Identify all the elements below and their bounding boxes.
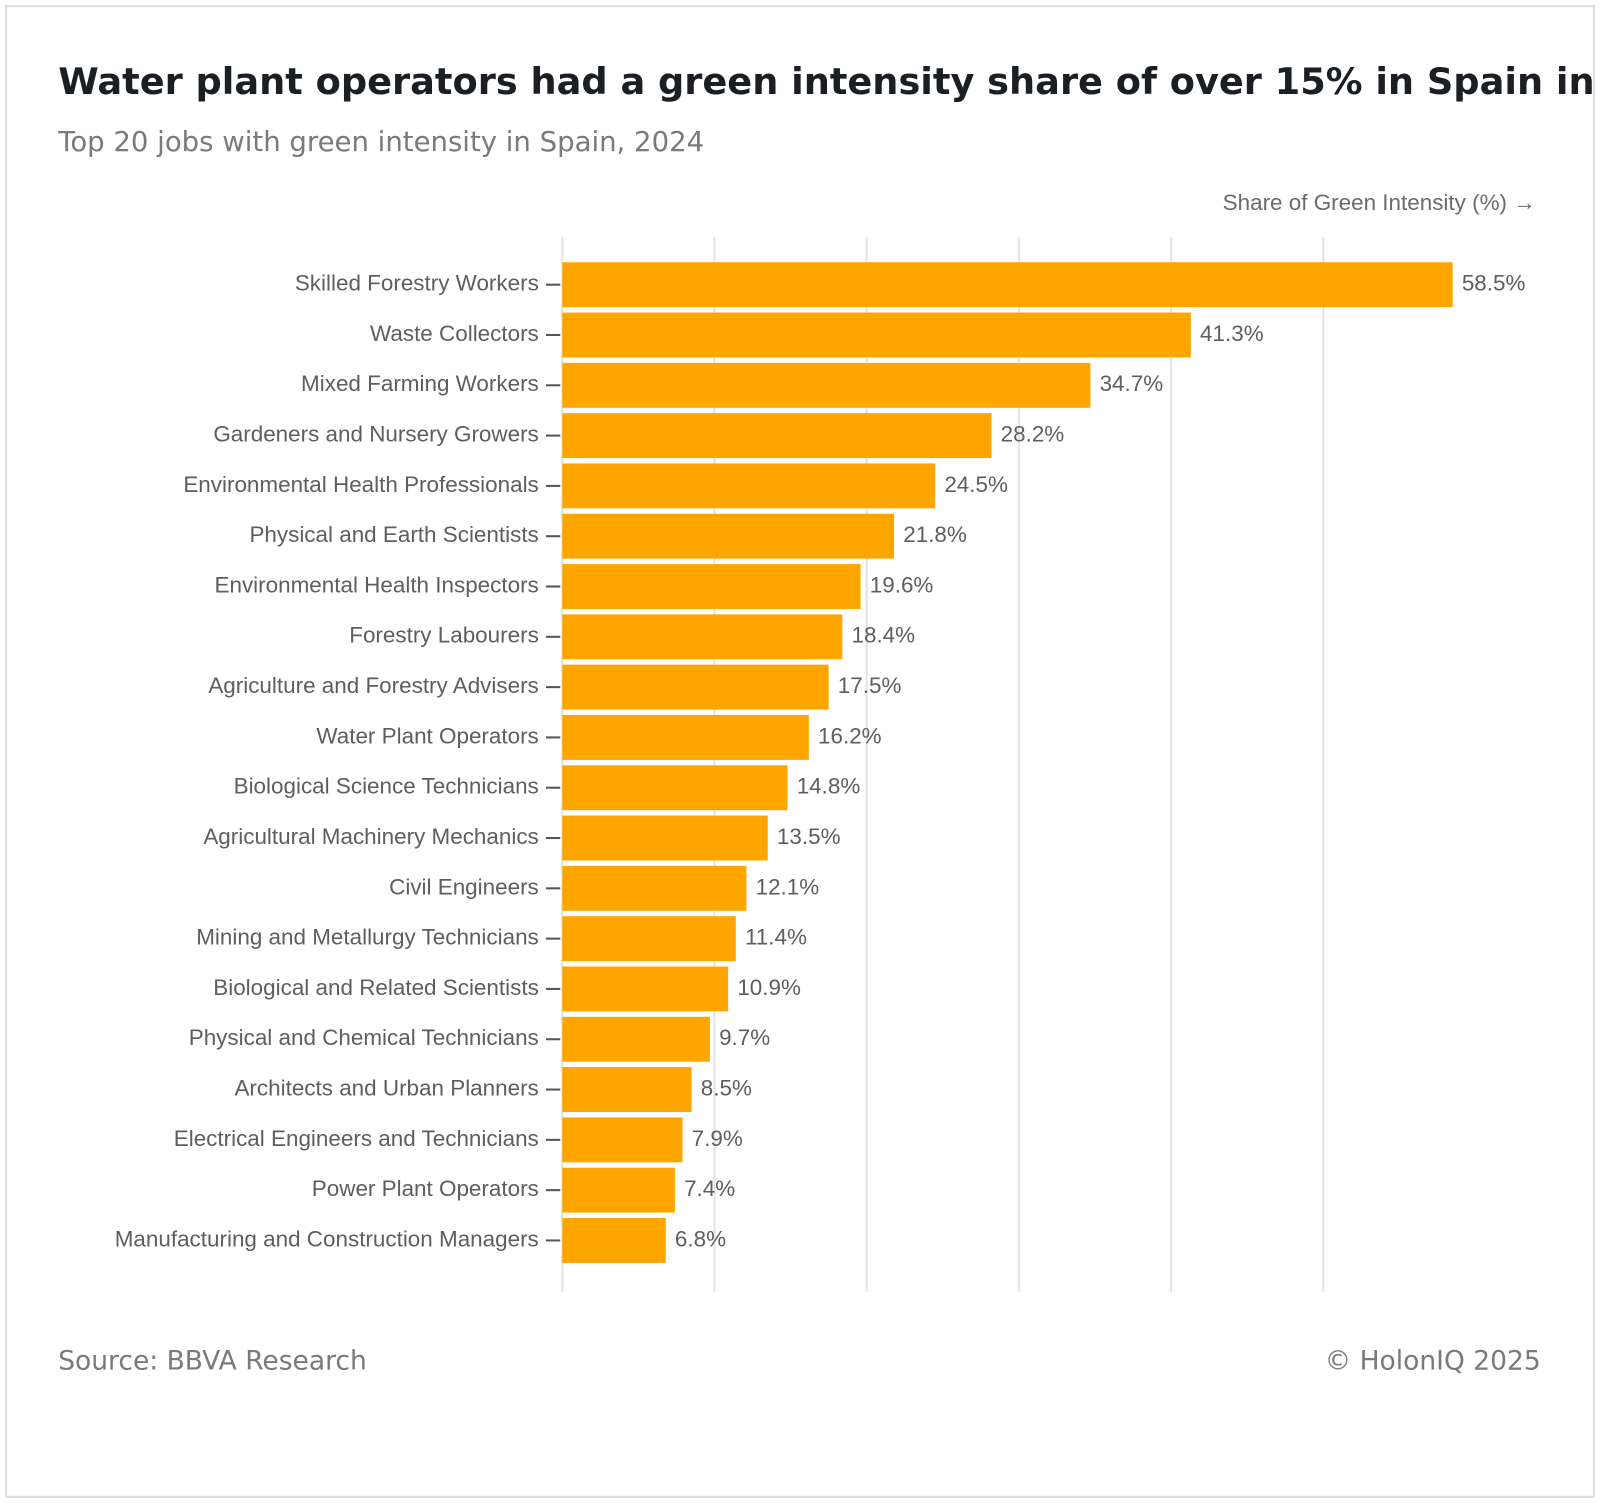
value-label: 7.9% xyxy=(692,1126,743,1151)
bar xyxy=(562,664,829,710)
value-label: 28.2% xyxy=(1001,422,1065,447)
y-tick-label: Waste Collectors xyxy=(370,321,539,346)
value-label: 18.4% xyxy=(851,623,915,648)
y-tick-label: Architects and Urban Planners xyxy=(234,1075,538,1100)
bar xyxy=(562,1016,710,1062)
bar xyxy=(562,564,861,609)
value-label: 7.4% xyxy=(684,1176,735,1201)
bar xyxy=(562,765,788,811)
y-tick-label: Water Plant Operators xyxy=(316,723,538,748)
x-axis-label: Share of Green Intensity (%) → xyxy=(1223,190,1536,215)
value-label: 21.8% xyxy=(903,522,967,547)
value-label: 11.4% xyxy=(745,925,807,950)
bar xyxy=(562,513,895,559)
bar xyxy=(562,916,736,962)
bar xyxy=(562,312,1191,358)
value-label: 16.2% xyxy=(818,723,882,748)
y-tick-label: Gardeners and Nursery Growers xyxy=(213,422,538,447)
chart-title: Water plant operators had a green intens… xyxy=(58,60,1600,103)
bar xyxy=(562,1167,675,1213)
y-tick-label: Forestry Labourers xyxy=(349,623,539,648)
bar xyxy=(562,1117,683,1163)
credit: © HolonIQ 2025 xyxy=(1325,1346,1541,1377)
value-label: 9.7% xyxy=(719,1025,770,1050)
y-tick-label: Manufacturing and Construction Managers xyxy=(115,1226,539,1251)
y-tick-label: Agricultural Machinery Mechanics xyxy=(203,824,538,849)
value-label: 17.5% xyxy=(838,673,902,698)
value-label: 13.5% xyxy=(777,824,841,849)
source: Source: BBVA Research xyxy=(58,1346,367,1377)
bar xyxy=(562,1067,692,1112)
y-tick-label: Physical and Chemical Technicians xyxy=(189,1025,539,1050)
value-label: 24.5% xyxy=(944,472,1008,497)
bar xyxy=(562,362,1091,408)
value-label: 34.7% xyxy=(1100,371,1164,396)
y-tick-label: Biological Science Technicians xyxy=(234,774,539,799)
bar xyxy=(562,463,936,509)
value-label: 12.1% xyxy=(756,874,820,899)
bar xyxy=(562,262,1453,308)
y-tick-label: Environmental Health Professionals xyxy=(183,472,538,497)
y-tick-label: Electrical Engineers and Technicians xyxy=(174,1126,539,1151)
bar xyxy=(562,413,992,459)
y-tick-label: Civil Engineers xyxy=(389,874,539,899)
value-label: 58.5% xyxy=(1462,271,1526,296)
value-label: 19.6% xyxy=(870,572,934,597)
y-tick-label: Agriculture and Forestry Advisers xyxy=(208,673,538,698)
bar xyxy=(562,865,747,911)
value-label: 14.8% xyxy=(797,774,861,799)
bar xyxy=(562,1218,666,1263)
y-tick-label: Mixed Farming Workers xyxy=(301,371,539,396)
y-tick-label: Skilled Forestry Workers xyxy=(295,271,539,296)
value-label: 6.8% xyxy=(675,1226,726,1251)
value-label: 41.3% xyxy=(1200,321,1264,346)
bar xyxy=(562,714,809,760)
y-tick-label: Mining and Metallurgy Technicians xyxy=(196,925,539,950)
y-tick-label: Biological and Related Scientists xyxy=(213,975,539,1000)
value-label: 8.5% xyxy=(701,1075,752,1100)
y-tick-label: Environmental Health Inspectors xyxy=(215,572,539,597)
bar xyxy=(562,614,843,660)
y-tick-label: Physical and Earth Scientists xyxy=(249,522,538,547)
y-tick-label: Power Plant Operators xyxy=(312,1176,539,1201)
value-label: 10.9% xyxy=(737,975,801,1000)
chart-subtitle: Top 20 jobs with green intensity in Spai… xyxy=(57,126,704,158)
bar xyxy=(562,966,729,1012)
bar xyxy=(562,815,768,861)
